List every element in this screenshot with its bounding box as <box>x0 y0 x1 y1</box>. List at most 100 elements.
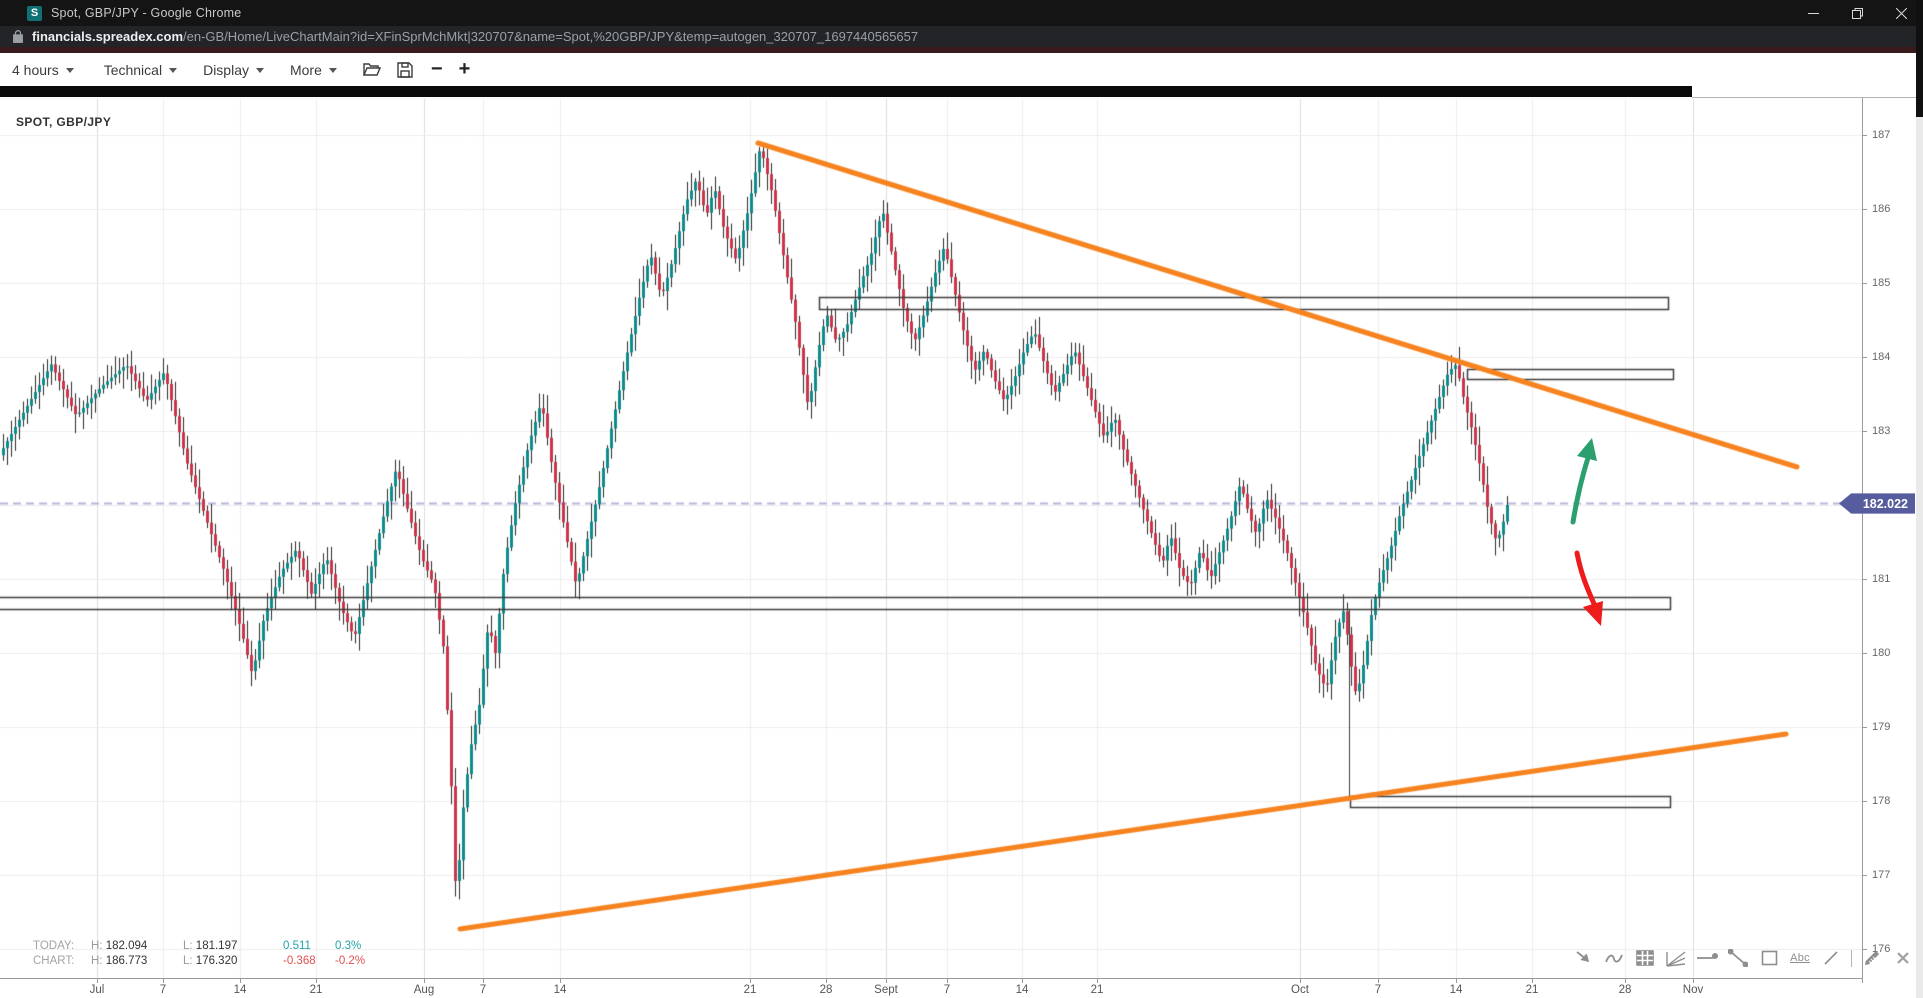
fan-lines-tool[interactable] <box>1665 947 1687 969</box>
time-axis-tick <box>826 978 827 983</box>
price-axis-label: 185 <box>1872 277 1891 289</box>
display-dropdown[interactable]: Display <box>203 62 264 78</box>
price-axis-tick <box>1862 949 1867 950</box>
time-axis-tick <box>316 978 317 983</box>
time-axis-label: 21 <box>1090 984 1104 996</box>
time-axis-label: 28 <box>1618 984 1632 996</box>
red-down-arrow <box>1574 550 1603 626</box>
more-dropdown[interactable]: More <box>290 62 337 78</box>
price-axis-label: 177 <box>1872 869 1891 881</box>
price-axis-tick <box>1862 283 1867 284</box>
horizontal-line-tool[interactable] <box>1696 947 1718 969</box>
chevron-down-icon <box>255 68 264 73</box>
price-axis <box>1862 98 1863 983</box>
pencil-tool[interactable] <box>1861 947 1883 969</box>
time-axis-tick <box>424 978 425 983</box>
time-axis-tick <box>560 978 561 983</box>
time-axis-label: 14 <box>553 984 567 996</box>
time-axis-tick <box>240 978 241 983</box>
zoom-out-icon[interactable]: − <box>430 58 443 80</box>
price-axis-label: 178 <box>1872 795 1891 807</box>
price-axis-label: 186 <box>1872 203 1891 215</box>
time-axis-tick <box>1625 978 1626 983</box>
time-axis-label: 7 <box>159 984 167 996</box>
rectangle-tool[interactable] <box>1758 947 1780 969</box>
price-axis-tick <box>1862 209 1867 210</box>
time-axis-tick <box>1022 978 1023 983</box>
green-up-arrow <box>1570 438 1597 525</box>
price-axis-label: 187 <box>1872 129 1891 141</box>
time-axis-tick <box>97 978 98 983</box>
time-axis-tick <box>750 978 751 983</box>
time-axis-label: Nov <box>1682 984 1704 996</box>
drawing-toolbar: Abc <box>1572 947 1914 969</box>
time-axis-tick <box>886 978 887 983</box>
zoom-in-icon[interactable]: + <box>458 58 471 80</box>
time-axis-label: 21 <box>1525 984 1539 996</box>
time-axis-label: 7 <box>943 984 951 996</box>
price-axis-tick <box>1862 357 1867 358</box>
pointer-arrow-tool[interactable] <box>1572 947 1594 969</box>
diagonal-line-tool[interactable] <box>1820 947 1842 969</box>
url-path: /en-GB/Home/LiveChartMain?id=XFinSprMchM… <box>183 29 919 44</box>
time-axis-label: Aug <box>413 984 435 996</box>
time-axis-label: 7 <box>479 984 487 996</box>
price-axis-tick <box>1862 579 1867 580</box>
minimize-button[interactable] <box>1791 0 1835 26</box>
candlestick-chart[interactable] <box>0 97 1862 978</box>
current-price-tag: 182.022 <box>1839 493 1915 514</box>
window-titlebar: S Spot, GBP/JPY - Google Chrome <box>0 0 1923 26</box>
address-bar[interactable]: financials.spreadex.com/en-GB/Home/LiveC… <box>0 26 1923 47</box>
annotation-arrows <box>1570 438 1603 626</box>
chevron-down-icon <box>169 68 178 73</box>
more-label: More <box>289 61 322 78</box>
chart-symbol-label: SPOT, GBP/JPY <box>16 115 112 129</box>
time-axis-tick <box>163 978 164 983</box>
timeframe-label: 4 hours <box>12 61 59 78</box>
chevron-down-icon <box>328 68 337 73</box>
price-axis-tick <box>1862 431 1867 432</box>
price-axis-label: 179 <box>1872 721 1891 733</box>
time-axis-tick <box>1532 978 1533 983</box>
price-axis-label: 184 <box>1872 351 1891 363</box>
curve-tool[interactable] <box>1603 947 1625 969</box>
price-axis-tick <box>1862 875 1867 876</box>
price-axis-tick <box>1862 727 1867 728</box>
toolbar-separator <box>1851 949 1852 967</box>
save-icon[interactable] <box>397 61 413 78</box>
grid-table-tool[interactable] <box>1634 947 1656 969</box>
display-label: Display <box>203 61 249 78</box>
time-axis-label: 7 <box>1374 984 1382 996</box>
text-tool[interactable]: Abc <box>1790 952 1810 964</box>
window-edge-dark <box>1916 0 1923 117</box>
padlock-icon <box>13 30 23 43</box>
chevron-down-icon <box>65 68 74 73</box>
price-axis-tick <box>1862 801 1867 802</box>
close-button[interactable] <box>1879 0 1923 26</box>
today-stats-row: TODAY: H: 182.094 L: 181.197 0.511 0.3% <box>33 940 362 952</box>
timeframe-dropdown[interactable]: 4 hours <box>12 62 74 78</box>
window-title: Spot, GBP/JPY - Google Chrome <box>51 6 242 20</box>
open-folder-icon[interactable] <box>362 62 381 77</box>
time-axis-label: Oct <box>1291 984 1309 996</box>
price-axis-tick <box>1862 135 1867 136</box>
restore-button[interactable] <box>1835 0 1879 26</box>
time-axis-tick <box>1097 978 1098 983</box>
chart-stats-row: CHART: H: 186.773 L: 176.320 -0.368 -0.2% <box>33 955 366 967</box>
chart-header-band <box>0 86 1692 97</box>
time-axis-label: Sept <box>874 984 898 996</box>
price-axis-label: 181 <box>1872 573 1891 585</box>
trend-line-tool[interactable] <box>1727 947 1749 969</box>
time-axis-label: 14 <box>233 984 247 996</box>
time-axis-label: 21 <box>309 984 323 996</box>
delete-drawing-tool[interactable] <box>1892 947 1914 969</box>
technical-label: Technical <box>103 61 163 78</box>
time-axis-label: 21 <box>743 984 757 996</box>
spreadex-logo-icon: S <box>27 5 42 21</box>
time-axis-tick <box>1300 978 1301 983</box>
time-axis-label: 14 <box>1449 984 1463 996</box>
page-accent-strip <box>0 47 1923 53</box>
technical-dropdown[interactable]: Technical <box>103 61 178 78</box>
chart-toolbar: 4 hours Technical Display More − + <box>0 53 1923 86</box>
time-axis-tick <box>1693 978 1694 983</box>
